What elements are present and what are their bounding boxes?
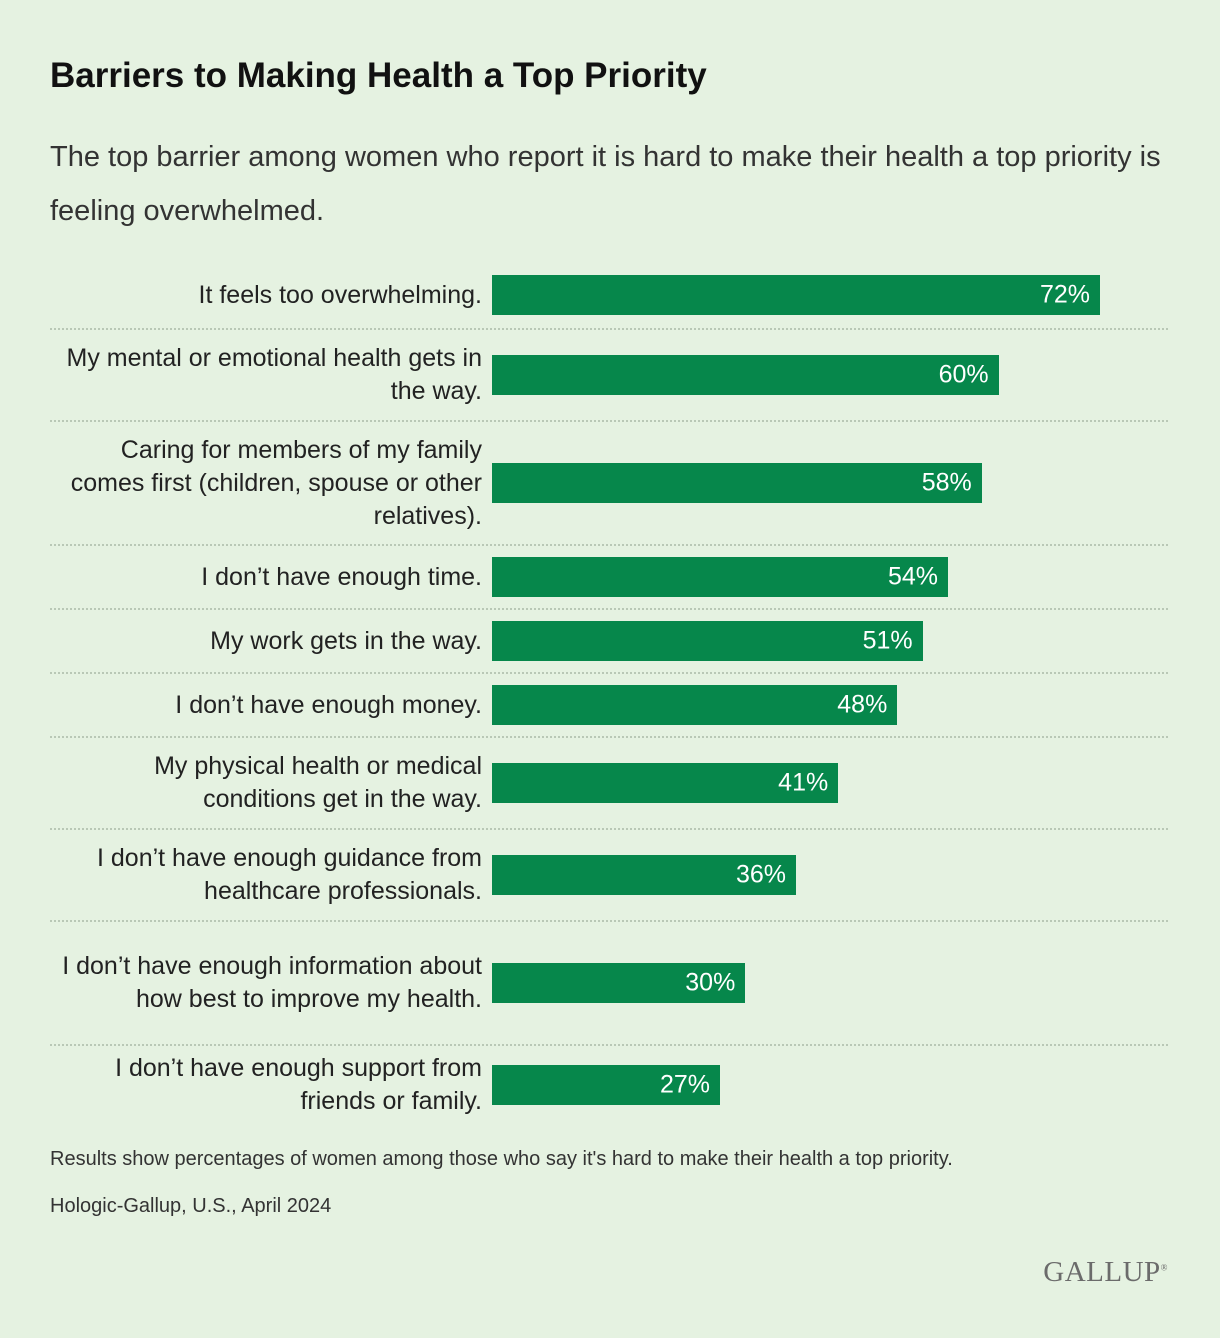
bar-track: 36%: [492, 830, 1168, 920]
value-label: 72%: [1039, 280, 1090, 309]
chart-source: Hologic-Gallup, U.S., April 2024: [50, 1195, 332, 1217]
category-label: I don’t have enough money.: [175, 690, 482, 719]
category-label: I don’t have enough information about ho…: [62, 952, 482, 1013]
category-label: I don’t have enough time.: [201, 562, 482, 591]
bar-row: I don’t have enough information about ho…: [50, 922, 1168, 1046]
value-label: 60%: [938, 360, 989, 389]
bar: 60%: [492, 355, 999, 395]
bar-chart: It feels too overwhelming. 72% My mental o…: [50, 262, 1168, 1124]
category-label: Caring for members of my family comes fi…: [70, 435, 482, 530]
value-label: 54%: [887, 562, 938, 591]
bar-row: It feels too overwhelming. 72%: [50, 262, 1168, 330]
value-label: 27%: [659, 1070, 710, 1099]
value-label: 48%: [837, 690, 888, 719]
bar-track: 72%: [492, 262, 1168, 328]
bar: 41%: [492, 763, 839, 803]
registered-mark: ®: [1160, 1262, 1168, 1273]
bar-row: I don’t have enough time. 54%: [50, 546, 1168, 610]
bar: 54%: [492, 557, 948, 597]
bar-track: 54%: [492, 546, 1168, 608]
bar-track: 60%: [492, 330, 1168, 420]
category-label: It feels too overwhelming.: [198, 280, 482, 309]
bar-track: 27%: [492, 1046, 1168, 1124]
bar-row: My mental or emotional health gets in th…: [50, 330, 1168, 422]
bar-row: Caring for members of my family comes fi…: [50, 422, 1168, 546]
bar: 36%: [492, 855, 796, 895]
bar-row: I don’t have enough support from friends…: [50, 1046, 1168, 1124]
value-label: 30%: [685, 968, 736, 997]
bar-track: 48%: [492, 674, 1168, 736]
category-label: I don’t have enough support from friends…: [115, 1054, 482, 1115]
bar-row: My work gets in the way. 51%: [50, 610, 1168, 674]
category-label: My work gets in the way.: [210, 626, 482, 655]
bar-row: My physical health or medical conditions…: [50, 738, 1168, 830]
chart-subtitle: The top barrier among women who report i…: [50, 141, 1161, 227]
bar: 27%: [492, 1065, 720, 1105]
chart-note: Results show percentages of women among …: [50, 1148, 953, 1170]
chart-title: Barriers to Making Health a Top Priority: [50, 56, 707, 95]
bar: 51%: [492, 621, 923, 661]
category-label: I don’t have enough guidance from health…: [97, 844, 482, 905]
value-label: 51%: [862, 626, 913, 655]
bar-track: 41%: [492, 738, 1168, 828]
category-label: My mental or emotional health gets in th…: [66, 344, 483, 405]
bar: 30%: [492, 963, 746, 1003]
bar-track: 51%: [492, 610, 1168, 672]
value-label: 58%: [921, 468, 972, 497]
value-label: 36%: [735, 860, 786, 889]
logo-text: GALLUP: [1043, 1256, 1161, 1288]
gallup-logo: GALLUP®: [1043, 1256, 1168, 1289]
bar: 72%: [492, 275, 1100, 315]
bar: 58%: [492, 463, 982, 503]
bar: 48%: [492, 685, 898, 725]
bar-row: I don’t have enough money. 48%: [50, 674, 1168, 738]
value-label: 41%: [778, 768, 829, 797]
bar-track: 58%: [492, 422, 1168, 544]
bar-track: 30%: [492, 922, 1168, 1044]
category-label: My physical health or medical conditions…: [154, 752, 482, 813]
bar-row: I don’t have enough guidance from health…: [50, 830, 1168, 922]
